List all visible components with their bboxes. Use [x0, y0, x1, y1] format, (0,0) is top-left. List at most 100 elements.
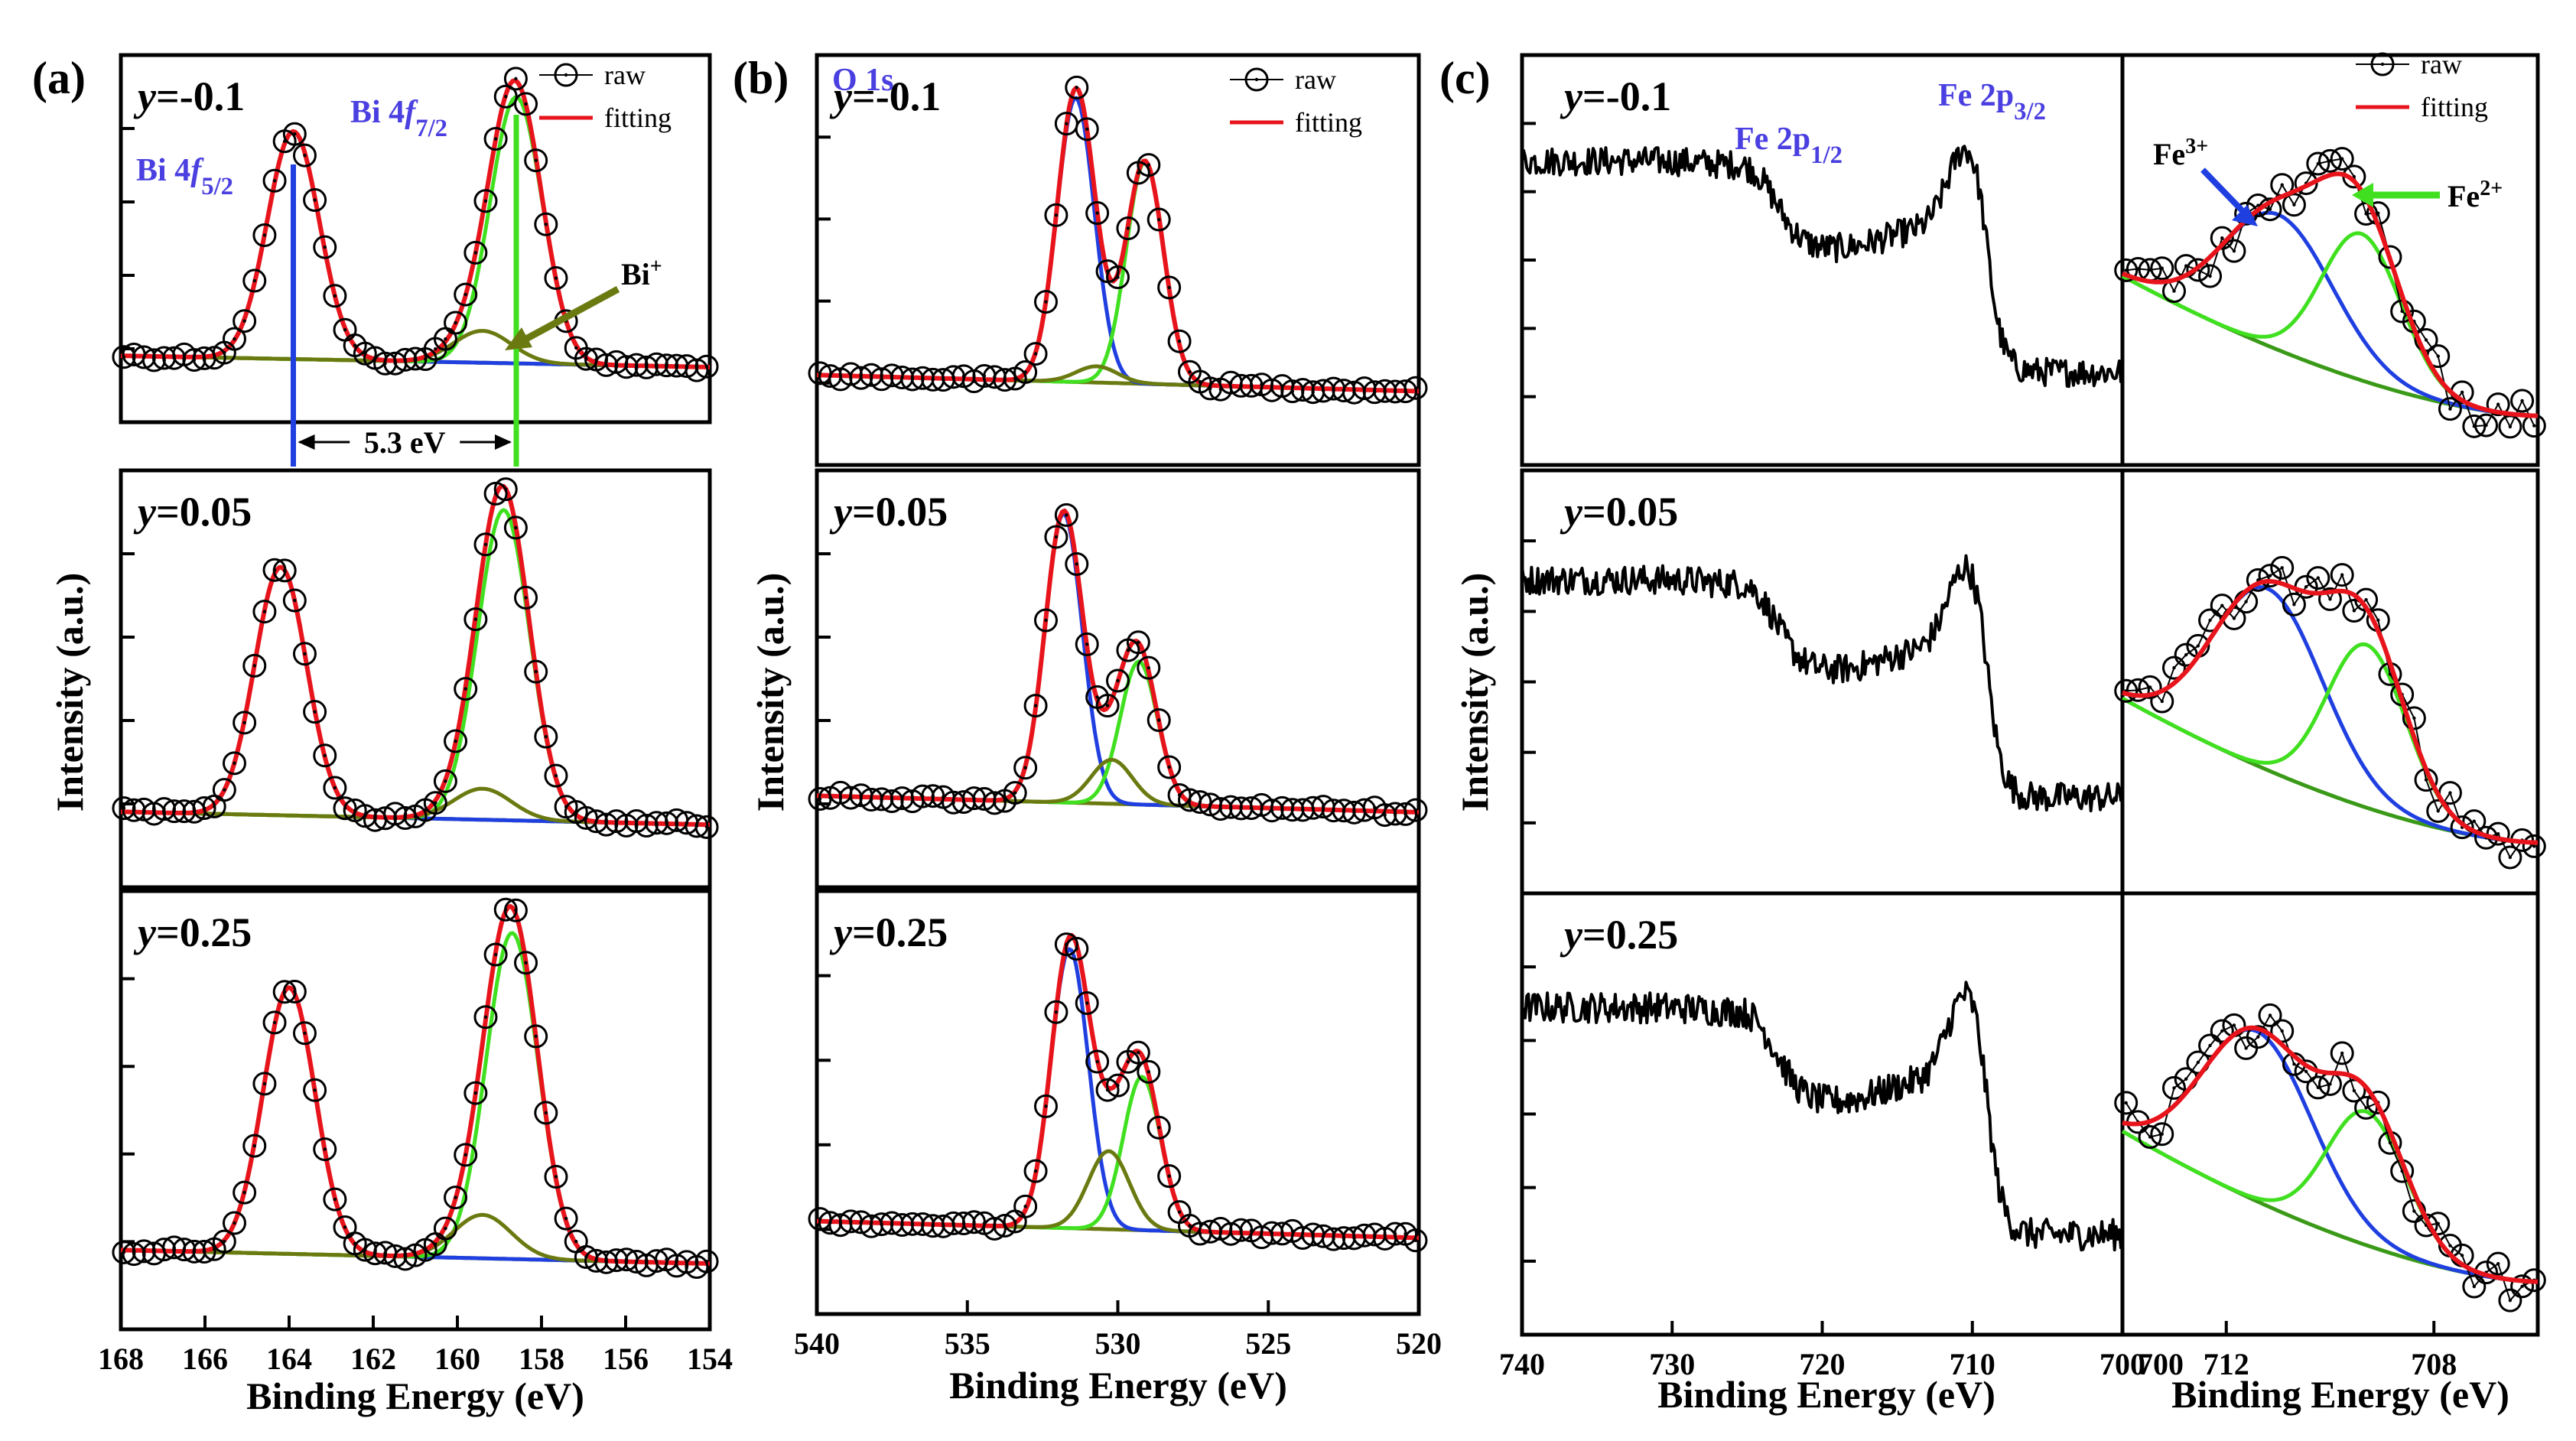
text-span: =0.05 — [852, 489, 948, 535]
raw-data-point — [444, 729, 468, 753]
raw-marker-ring — [132, 797, 156, 821]
raw-data-point — [2161, 1075, 2186, 1100]
x-tick-label: 535 — [945, 1326, 990, 1361]
raw-marker-dot — [2184, 1077, 2188, 1081]
raw-marker-ring — [1033, 1094, 1058, 1118]
raw-marker-dot — [564, 73, 568, 77]
raw-marker-dot — [2448, 1244, 2452, 1247]
bi-plus-arrow-head — [505, 327, 532, 350]
raw-data-point — [2282, 193, 2306, 217]
raw-marker-ring — [2258, 564, 2282, 588]
raw-data-point — [1033, 1094, 1058, 1118]
raw-marker-dot — [233, 761, 236, 766]
raw-data-point — [222, 327, 246, 351]
raw-marker-dot — [2208, 618, 2212, 623]
raw-marker-ring — [463, 240, 488, 265]
raw-data-point — [212, 778, 236, 802]
raw-marker-ring — [1023, 694, 1048, 718]
fitting-curve — [817, 932, 1420, 1241]
raw-marker-dot — [454, 320, 457, 325]
raw-marker-ring — [222, 1211, 246, 1235]
raw-marker-dot — [2496, 1261, 2500, 1266]
raw-marker-ring — [2126, 678, 2150, 702]
raw-marker-ring — [1095, 693, 1120, 717]
raw-marker-ring — [1065, 551, 1089, 576]
raw-marker-ring — [675, 354, 699, 379]
panel-title-o1s: O 1s — [832, 63, 894, 98]
raw-marker-ring — [333, 796, 357, 821]
raw-marker-ring — [2330, 563, 2354, 587]
component-Fe2- — [2121, 1109, 2538, 1284]
raw-marker-dot — [2364, 597, 2368, 602]
raw-marker-ring — [514, 951, 538, 975]
raw-marker-ring — [1013, 1194, 1038, 1218]
raw-marker-ring — [242, 1134, 267, 1158]
raw-marker-ring — [2366, 1090, 2390, 1114]
raw-marker-dot — [1065, 513, 1068, 517]
raw-marker-ring — [454, 1143, 478, 1167]
raw-data-point — [1147, 1115, 1171, 1140]
raw-data-point — [1116, 216, 1140, 240]
raw-marker-dot — [1177, 1210, 1182, 1214]
text-span: 3+ — [2185, 135, 2208, 158]
sample-label: y=0.05 — [1560, 489, 1678, 535]
survey-spectrum — [1521, 554, 2123, 813]
raw-data-point — [473, 189, 498, 213]
x-tick-label: 720 — [1800, 1347, 1846, 1381]
raw-data-point — [1065, 936, 1089, 961]
raw-marker-dot — [2268, 1013, 2272, 1017]
bi-plus-label: Bi+ — [621, 255, 662, 292]
raw-marker-ring — [303, 700, 327, 724]
raw-marker-ring — [982, 791, 1007, 815]
raw-marker-dot — [544, 1111, 548, 1115]
raw-marker-dot — [1413, 386, 1418, 390]
peak-label-bi-4f7-2: Bi 4f7/2 — [350, 95, 447, 142]
raw-marker-dot — [1075, 86, 1078, 89]
sample-label: y=0.25 — [829, 909, 948, 955]
raw-data-point — [1106, 1073, 1130, 1098]
raw-marker-ring — [454, 677, 478, 701]
raw-marker-ring — [473, 1005, 498, 1030]
raw-marker-dot — [2304, 1069, 2308, 1074]
raw-marker-ring — [292, 642, 317, 666]
raw-marker-dot — [473, 617, 478, 621]
y-axis-label: Intensity (a.u.) — [48, 573, 91, 812]
raw-marker-dot — [323, 245, 327, 249]
raw-marker-ring — [1013, 756, 1038, 780]
raw-marker-dot — [2328, 597, 2332, 601]
text-span: f — [190, 153, 204, 188]
raw-data-point — [2402, 706, 2426, 730]
raw-data-point — [433, 1216, 457, 1241]
raw-data-point — [493, 477, 518, 502]
raw-marker-ring — [2402, 706, 2426, 730]
raw-marker-ring — [1106, 668, 1130, 693]
raw-data-point — [282, 588, 307, 613]
raw-marker-ring — [2306, 151, 2330, 176]
raw-marker-dot — [454, 739, 457, 743]
raw-marker-ring — [1075, 632, 1099, 656]
raw-data-point — [2138, 675, 2162, 699]
raw-marker-dot — [564, 1216, 568, 1221]
raw-marker-dot — [1413, 1238, 1418, 1242]
raw-marker-dot — [2448, 407, 2452, 411]
sample-plot-a-0: y=-0.1 — [112, 53, 719, 424]
raw-marker-ring — [1085, 201, 1110, 226]
raw-marker-ring — [212, 1229, 236, 1254]
raw-data-point — [1126, 630, 1150, 655]
raw-marker-dot — [514, 76, 518, 81]
raw-marker-dot — [2268, 207, 2272, 211]
raw-data-point — [1023, 342, 1048, 366]
text-span: y — [829, 909, 853, 955]
raw-data-point — [2498, 1288, 2522, 1313]
survey-spectrum — [1521, 981, 2124, 1252]
raw-data-point — [454, 282, 478, 307]
raw-marker-dot — [272, 179, 277, 183]
raw-marker-dot — [2436, 809, 2440, 813]
raw-data-point — [242, 268, 267, 293]
raw-data-point — [1157, 755, 1182, 779]
raw-marker-ring — [654, 811, 678, 835]
raw-marker-dot — [303, 153, 307, 158]
x-tick-label: 154 — [687, 1342, 733, 1376]
raw-marker-ring — [222, 751, 246, 776]
raw-marker-ring — [1157, 1164, 1182, 1189]
